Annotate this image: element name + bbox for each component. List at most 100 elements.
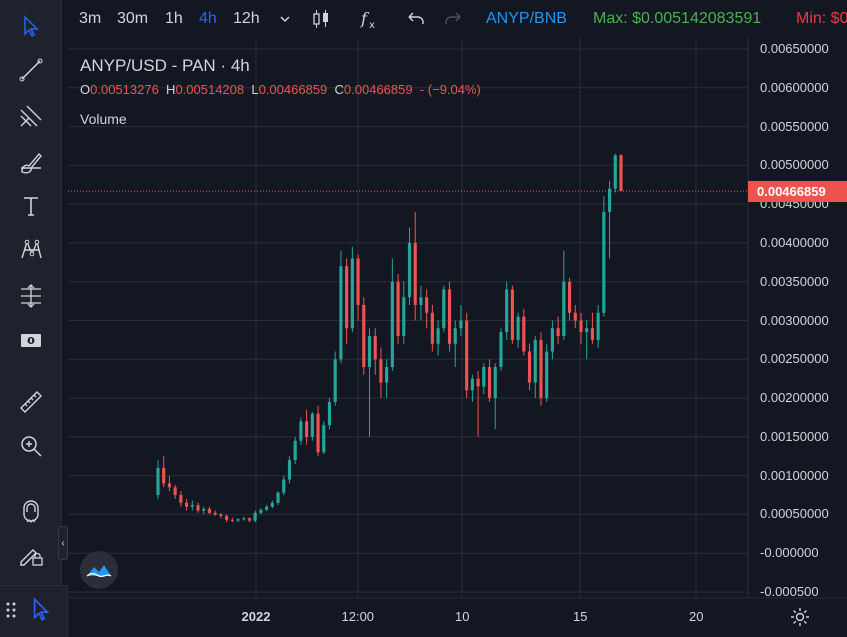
current-price-label: 0.00466859 — [748, 181, 847, 203]
chart-settings-button[interactable] — [788, 605, 812, 629]
candle-body — [447, 289, 452, 344]
candle-body — [470, 378, 474, 391]
timeframe-30m[interactable]: 30m — [117, 10, 149, 27]
high-key: H — [166, 82, 176, 97]
pitchfork-tool-button[interactable] — [12, 98, 50, 134]
price-tick-label: 0.00600000 — [760, 79, 829, 95]
timeframe-dropdown-button[interactable] — [272, 6, 298, 32]
candle-body — [390, 281, 394, 368]
candle-body — [259, 509, 263, 513]
price-tick-label: 0.00250000 — [760, 351, 829, 367]
symbol-title[interactable]: ANYP/USD - PAN · 4h — [80, 56, 250, 75]
close-key: C — [334, 82, 344, 97]
candle-body — [213, 512, 217, 515]
candle-body — [573, 312, 577, 321]
text-tool-button[interactable] — [12, 188, 50, 224]
ohlc-values: O0.00513276 H0.00514208 L0.00466859 C0.0… — [80, 82, 481, 97]
candle-body — [345, 266, 349, 329]
candle-body — [590, 328, 594, 340]
low-value: 0.00466859 — [258, 82, 328, 97]
candle-body — [613, 155, 617, 189]
candle-body — [459, 320, 463, 329]
candle-body — [425, 297, 429, 313]
timeframe-3m[interactable]: 3m — [79, 10, 102, 27]
cursor-tool-button[interactable] — [12, 8, 50, 44]
zoom-icon — [21, 436, 42, 457]
ruler-tool-button[interactable] — [12, 384, 50, 420]
timeframe-12h[interactable]: 12h — [233, 10, 260, 27]
candle-body — [379, 359, 383, 383]
price-note-tool-button[interactable] — [12, 322, 50, 358]
min-price-label: Min: $0 — [796, 10, 847, 27]
watermark-logo-icon — [86, 565, 112, 578]
ruler-icon — [20, 391, 42, 413]
cursor-icon — [33, 597, 50, 621]
close-value: 0.00466859 — [343, 82, 413, 97]
high-value: 0.00514208 — [175, 82, 245, 97]
candle-body — [550, 328, 554, 352]
timeframe-1h[interactable]: 1h — [165, 10, 183, 27]
candle-body — [156, 467, 160, 496]
candle-body — [202, 508, 206, 511]
chart-grid — [68, 38, 748, 598]
collapse-toolbar-button[interactable]: ‹ — [58, 526, 68, 560]
candle-body — [327, 401, 332, 426]
price-tick-label: -0.000000 — [760, 545, 819, 561]
candle-body — [602, 211, 606, 313]
open-key: O — [80, 82, 91, 97]
candle-body — [265, 506, 269, 510]
candle-body — [419, 297, 423, 305]
candle-body — [453, 328, 457, 344]
candle-body — [362, 304, 366, 368]
candle-body — [436, 328, 440, 344]
candle-body — [333, 359, 337, 402]
candle-body — [276, 492, 280, 503]
trend-line-tool-button[interactable] — [12, 52, 50, 88]
redo-button[interactable] — [440, 6, 466, 32]
candle-body — [499, 332, 503, 368]
magnet-tool-button[interactable] — [12, 494, 50, 530]
watermark-logo[interactable] — [80, 551, 118, 589]
candle-body — [505, 289, 509, 333]
chevron-down-icon — [280, 16, 290, 23]
pattern-tool-button[interactable] — [12, 232, 50, 268]
candle-body — [487, 367, 492, 399]
candle-body — [562, 281, 566, 337]
candle-body — [396, 281, 400, 337]
price-tick-label: 0.00100000 — [760, 467, 829, 483]
measure-tool-button[interactable] — [12, 278, 50, 314]
timeframe-4h[interactable]: 4h — [199, 10, 217, 27]
volume-label[interactable]: Volume — [80, 111, 127, 127]
candle-body — [527, 351, 532, 383]
lock-drawing-icon — [20, 549, 43, 566]
time-tick-label: 15 — [573, 609, 588, 624]
candle-body — [402, 297, 406, 337]
chart-type-button[interactable] — [308, 6, 334, 32]
zoom-tool-button[interactable] — [12, 428, 50, 464]
lock-drawing-tool-button[interactable] — [12, 536, 50, 572]
candle-body — [367, 336, 372, 368]
candle-body — [310, 413, 314, 437]
cursor-mode-button[interactable] — [26, 594, 56, 624]
settings-icon — [791, 608, 809, 626]
brush-tool-button[interactable] — [12, 144, 50, 180]
candle-body — [516, 316, 520, 340]
candle-body — [430, 312, 434, 344]
candle-body — [282, 479, 286, 493]
candle-body — [242, 518, 246, 520]
candle-body — [316, 413, 320, 453]
pitchfork-icon — [20, 105, 42, 127]
time-tick-label: 12:00 — [341, 609, 375, 624]
candle-body — [207, 508, 212, 513]
grid-dots-icon[interactable] — [4, 600, 20, 620]
candle-body — [539, 339, 543, 399]
undo-icon — [408, 12, 424, 24]
undo-button[interactable] — [403, 6, 429, 32]
candle-body — [339, 266, 343, 360]
candle-body — [476, 378, 480, 387]
compare-symbol-link[interactable]: ANYP/BNB — [486, 10, 567, 27]
price-tick-label: -0.000500 — [760, 584, 819, 599]
